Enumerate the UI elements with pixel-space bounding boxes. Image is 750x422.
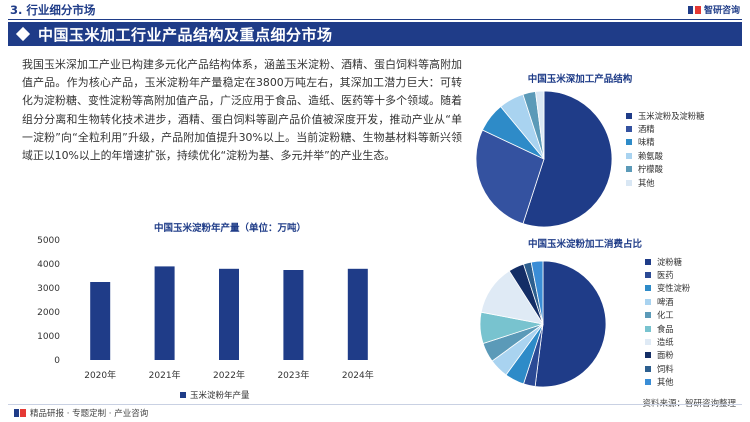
legend-swatch bbox=[626, 112, 632, 119]
legend-item: 玉米淀粉及淀粉糖 bbox=[626, 109, 704, 122]
bar-chart-title: 中国玉米淀粉年产量（单位：万吨） bbox=[153, 223, 306, 234]
legend-label: 玉米淀粉及淀粉糖 bbox=[638, 110, 705, 121]
top-divider bbox=[8, 19, 742, 20]
pie1-legend: 玉米淀粉及淀粉糖 酒精味精赖氨酸柠檬酸其他 bbox=[626, 109, 704, 189]
legend-label: 造纸 bbox=[657, 337, 674, 348]
legend-label: 味精 bbox=[638, 137, 655, 148]
bar bbox=[90, 282, 111, 360]
pie-slice bbox=[522, 90, 613, 228]
legend-item: 医药 bbox=[645, 268, 690, 281]
x-tick-label: 2021年 bbox=[149, 369, 181, 381]
legend-swatch bbox=[180, 392, 186, 398]
legend-label: 食品 bbox=[657, 323, 674, 334]
brand-logo-icon bbox=[687, 5, 701, 14]
x-tick-label: 2022年 bbox=[213, 369, 245, 381]
bar bbox=[347, 268, 368, 360]
y-tick-label: 0 bbox=[54, 356, 60, 366]
legend-label: 淀粉糖 bbox=[657, 256, 682, 267]
legend-label: 啤酒 bbox=[657, 296, 674, 307]
legend-label: 其他 bbox=[638, 177, 655, 188]
legend-label: 玉米淀粉年产量 bbox=[190, 390, 250, 401]
pie2-title: 中国玉米淀粉加工消费占比 bbox=[527, 239, 642, 250]
pie1-title: 中国玉米深加工产品结构 bbox=[527, 74, 633, 85]
footer-divider bbox=[8, 404, 742, 405]
x-tick-label: 2024年 bbox=[342, 369, 374, 381]
legend-swatch bbox=[626, 126, 632, 133]
body-paragraph: 我国玉米深加工产业已构建多元化产品结构体系，涵盖玉米淀粉、酒精、蛋白饲料等高附加… bbox=[22, 58, 462, 163]
y-tick-label: 1000 bbox=[37, 332, 60, 342]
pie2-legend: 淀粉糖医药变性淀粉啤酒化工食品造纸面粉饲料其他 bbox=[645, 255, 690, 389]
legend-item: 柠檬酸 bbox=[626, 163, 704, 176]
pie-chart-product-structure bbox=[475, 90, 613, 228]
legend-item: 啤酒 bbox=[645, 295, 690, 308]
pie-slice bbox=[530, 260, 544, 325]
footer-tagline: 精品研报 · 专题定制 · 产业咨询 bbox=[14, 407, 148, 419]
footer-tagline-text: 精品研报 · 专题定制 · 产业咨询 bbox=[30, 409, 149, 419]
legend-swatch bbox=[645, 352, 651, 359]
legend-label: 面粉 bbox=[657, 350, 674, 361]
page-title: 中国玉米加工行业产品结构及重点细分市场 bbox=[38, 25, 333, 44]
legend-item: 面粉 bbox=[645, 349, 690, 362]
legend-label: 变性淀粉 bbox=[657, 283, 691, 294]
bar bbox=[283, 270, 304, 360]
legend-item: 变性淀粉 bbox=[645, 282, 690, 295]
legend-item: 食品 bbox=[645, 322, 690, 335]
legend-label: 医药 bbox=[657, 270, 674, 281]
legend-label: 柠檬酸 bbox=[638, 164, 663, 175]
y-tick-label: 3000 bbox=[37, 284, 60, 294]
bar bbox=[154, 266, 175, 360]
legend-item: 味精 bbox=[626, 136, 704, 149]
x-tick-label: 2023年 bbox=[277, 369, 309, 381]
pie-slice bbox=[535, 90, 545, 160]
bar bbox=[219, 268, 239, 360]
legend-item: 其他 bbox=[645, 376, 690, 389]
legend-item: 酒精 bbox=[626, 122, 704, 135]
y-tick-label: 5000 bbox=[37, 236, 60, 246]
legend-item: 化工 bbox=[645, 309, 690, 322]
x-tick-label: 2020年 bbox=[84, 369, 116, 381]
pie-slice bbox=[475, 129, 545, 225]
legend-item: 赖氨酸 bbox=[626, 149, 704, 162]
bar-chart: 0 1000 2000 3000 4000 5000 2020年 2021年 2022年 2023… bbox=[37, 236, 374, 401]
legend-swatch bbox=[645, 285, 651, 292]
section-title: 3. 行业细分市场 bbox=[10, 3, 96, 17]
legend-swatch bbox=[645, 339, 651, 346]
legend-swatch bbox=[626, 179, 632, 186]
legend-swatch bbox=[645, 379, 651, 386]
legend-swatch bbox=[626, 166, 632, 173]
legend-label: 酒精 bbox=[638, 124, 655, 135]
legend-item: 饲料 bbox=[645, 362, 690, 375]
legend-label: 赖氨酸 bbox=[638, 150, 663, 161]
legend-swatch bbox=[645, 298, 651, 305]
legend-swatch bbox=[626, 139, 632, 146]
brand-logo-icon bbox=[14, 409, 26, 417]
legend-item: 造纸 bbox=[645, 335, 690, 348]
legend-swatch bbox=[645, 272, 651, 279]
pie-chart-starch-consumption bbox=[479, 260, 607, 388]
legend-label: 化工 bbox=[657, 310, 674, 321]
legend-swatch bbox=[626, 152, 632, 159]
legend-label: 其他 bbox=[657, 377, 674, 388]
legend-item: 其他 bbox=[626, 176, 704, 189]
legend-swatch bbox=[645, 312, 651, 319]
pie-slice bbox=[534, 260, 607, 388]
top-bar: 3. 行业细分市场 智研咨询 bbox=[0, 0, 750, 18]
title-banner: 中国玉米加工行业产品结构及重点细分市场 bbox=[8, 22, 742, 46]
brand: 智研咨询 bbox=[687, 3, 740, 16]
diamond-icon bbox=[15, 26, 31, 42]
legend-swatch bbox=[645, 365, 651, 372]
legend-label: 饲料 bbox=[657, 363, 674, 374]
y-tick-label: 2000 bbox=[37, 308, 60, 318]
legend-swatch bbox=[645, 325, 651, 332]
source-note: 资料来源：智研咨询整理 bbox=[642, 399, 736, 409]
legend-item: 淀粉糖 bbox=[645, 255, 690, 268]
legend-swatch bbox=[645, 258, 651, 265]
brand-name: 智研咨询 bbox=[703, 6, 740, 16]
y-tick-label: 4000 bbox=[37, 260, 60, 270]
